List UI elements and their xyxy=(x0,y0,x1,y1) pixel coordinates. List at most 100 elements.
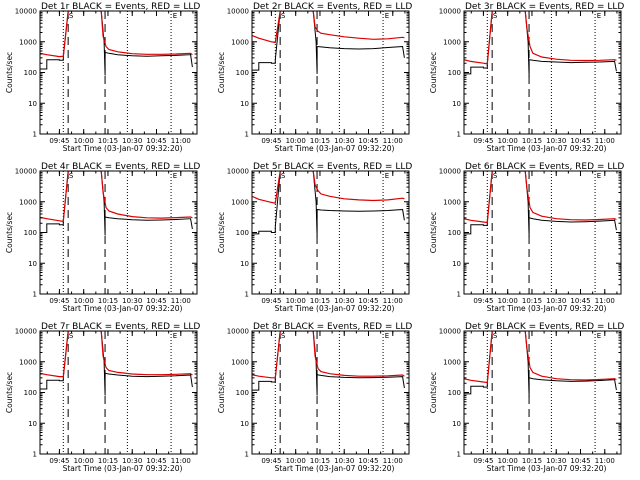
y-tick-label: 10 xyxy=(452,100,461,108)
panel-title: Det 3r BLACK = Events, RED = LLD xyxy=(465,2,624,12)
x-tick-label: 09:45 xyxy=(49,297,69,305)
x-tick-label: 10:45 xyxy=(146,137,166,145)
y-tick-label: 100 xyxy=(24,389,37,397)
x-tick-label: 10:30 xyxy=(122,137,142,145)
y-tick-label: 10 xyxy=(452,420,461,428)
series-group xyxy=(464,11,617,78)
marker-label: S xyxy=(69,12,74,20)
x-axis-label: Start Time (03-Jan-07 09:32:20) xyxy=(487,304,607,313)
x-tick-label: 10:30 xyxy=(546,457,566,465)
events-series-line xyxy=(40,171,193,236)
y-tick-label: 1000 xyxy=(443,358,461,366)
x-tick-label: 10:00 xyxy=(286,137,306,145)
panel-title: Det 9r BLACK = Events, RED = LLD xyxy=(465,322,624,332)
y-tick-label: 10000 xyxy=(439,168,461,176)
x-tick-label: 10:45 xyxy=(146,297,166,305)
series-group xyxy=(252,331,405,396)
x-tick-label: 10:15 xyxy=(310,297,330,305)
x-tick-label: 10:30 xyxy=(334,137,354,145)
y-axis-label: Counts/sec xyxy=(5,212,14,253)
events-series-line xyxy=(40,331,193,396)
y-tick-label: 1000 xyxy=(231,38,249,46)
y-tick-label: 100 xyxy=(236,389,249,397)
y-tick-label: 100 xyxy=(24,69,37,77)
y-axis-label: Counts/sec xyxy=(5,52,14,93)
y-tick-label: 1 xyxy=(33,291,37,299)
marker-label: S xyxy=(69,172,74,180)
y-tick-label: 10000 xyxy=(15,168,37,176)
x-tick-label: 10:15 xyxy=(98,297,118,305)
y-tick-label: 1 xyxy=(245,131,249,139)
y-tick-label: 10 xyxy=(240,100,249,108)
x-axis-label: Start Time (03-Jan-07 09:32:20) xyxy=(63,144,183,153)
events-series-line xyxy=(252,331,405,396)
panel-title: Det 1r BLACK = Events, RED = LLD xyxy=(41,2,200,12)
y-tick-label: 1000 xyxy=(231,198,249,206)
marker-label: E xyxy=(173,332,177,340)
x-tick-label: 10:30 xyxy=(546,297,566,305)
marker-label: E xyxy=(173,12,177,20)
series-group xyxy=(40,11,193,76)
y-tick-label: 10000 xyxy=(227,8,249,16)
x-tick-label: 11:00 xyxy=(171,457,191,465)
y-tick-label: 1000 xyxy=(19,38,37,46)
marker-label: E xyxy=(597,12,601,20)
x-tick-label: 10:30 xyxy=(334,457,354,465)
panel-title: Det 5r BLACK = Events, RED = LLD xyxy=(253,162,412,172)
panel-title: Det 8r BLACK = Events, RED = LLD xyxy=(253,322,412,332)
marker-label: E xyxy=(385,12,389,20)
x-tick-label: 09:45 xyxy=(49,457,69,465)
y-tick-label: 1000 xyxy=(231,358,249,366)
x-tick-label: 10:15 xyxy=(522,297,542,305)
marker-label: S xyxy=(281,12,286,20)
lld-series-line xyxy=(464,331,617,384)
x-tick-label: 10:45 xyxy=(358,457,378,465)
x-tick-label: 09:45 xyxy=(261,297,281,305)
y-tick-label: 10000 xyxy=(439,8,461,16)
marker-label: S xyxy=(69,332,74,340)
marker-label: S xyxy=(281,172,286,180)
y-tick-label: 10 xyxy=(240,420,249,428)
y-tick-label: 1 xyxy=(457,451,461,459)
x-tick-label: 10:00 xyxy=(74,137,94,145)
x-tick-label: 10:30 xyxy=(122,457,142,465)
x-tick-label: 10:15 xyxy=(310,457,330,465)
series-group xyxy=(40,171,193,236)
lld-series-line xyxy=(40,11,193,58)
x-tick-label: 11:00 xyxy=(383,137,403,145)
y-axis-label: Counts/sec xyxy=(217,52,226,93)
y-tick-label: 1000 xyxy=(19,198,37,206)
lld-series-line xyxy=(464,171,617,224)
x-tick-label: 10:45 xyxy=(146,457,166,465)
marker-label: E xyxy=(597,332,601,340)
panel-title: Det 4r BLACK = Events, RED = LLD xyxy=(41,162,200,172)
x-tick-label: 10:15 xyxy=(522,457,542,465)
x-tick-label: 11:00 xyxy=(595,457,615,465)
y-axis-label: Counts/sec xyxy=(217,372,226,413)
marker-label: S xyxy=(281,332,286,340)
x-tick-label: 09:45 xyxy=(473,297,493,305)
x-tick-label: 10:30 xyxy=(122,297,142,305)
x-tick-label: 11:00 xyxy=(595,137,615,145)
series-group xyxy=(40,331,193,396)
marker-label: E xyxy=(597,172,601,180)
x-tick-label: 10:45 xyxy=(570,457,590,465)
x-tick-label: 10:45 xyxy=(570,137,590,145)
y-tick-label: 100 xyxy=(448,69,461,77)
y-tick-label: 1 xyxy=(457,291,461,299)
panel-title: Det 7r BLACK = Events, RED = LLD xyxy=(41,322,200,332)
y-tick-label: 1 xyxy=(33,451,37,459)
series-group xyxy=(464,171,617,238)
marker-label: S xyxy=(493,172,498,180)
y-tick-label: 10 xyxy=(28,260,37,268)
x-tick-label: 10:00 xyxy=(286,457,306,465)
x-tick-label: 10:45 xyxy=(358,137,378,145)
x-tick-label: 11:00 xyxy=(171,297,191,305)
lld-series-line xyxy=(40,171,193,223)
